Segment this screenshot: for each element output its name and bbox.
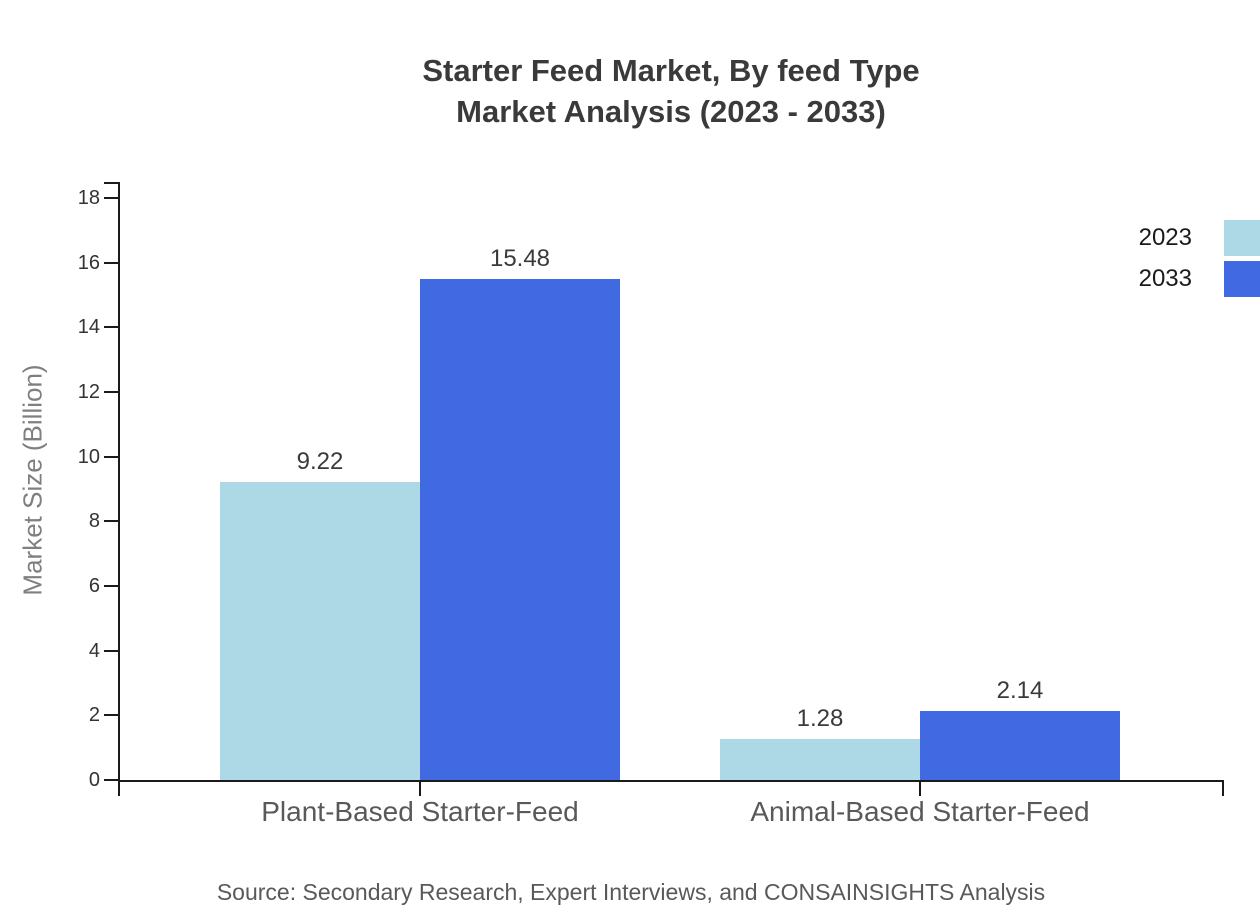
bar-value-label: 2.14 <box>996 677 1044 704</box>
bar-value-label: 15.48 <box>489 245 551 272</box>
y-axis-tick <box>104 779 118 781</box>
x-axis-line <box>118 780 1224 782</box>
y-tick-label: 18 <box>77 187 100 209</box>
y-tick-label: 10 <box>77 445 100 468</box>
y-tick-label: 2 <box>88 704 100 727</box>
y-tick-label: 14 <box>77 316 100 339</box>
bar-2033-category-0 <box>420 279 620 780</box>
y-tick-label: 4 <box>88 639 100 662</box>
y-axis-tick <box>104 455 118 458</box>
legend-label-2023: 2023 <box>1138 224 1192 251</box>
y-axis-tick <box>104 714 118 717</box>
y-axis-tick <box>104 391 118 393</box>
legend-label-2033: 2033 <box>1138 265 1192 292</box>
x-category-label: Animal-Based Starter-Feed <box>750 796 1090 827</box>
legend-swatch-2023 <box>1224 220 1260 256</box>
source-note: Source: Secondary Research, Expert Inter… <box>216 879 1046 905</box>
legend-swatch-2033 <box>1224 261 1260 297</box>
y-tick-label: 12 <box>77 381 100 403</box>
chart-title: Starter Feed Market, By feed Type Market… <box>120 50 1222 132</box>
chart-title-line2: Market Analysis (2023 - 2033) <box>456 94 886 129</box>
bar-2023-category-0 <box>220 482 420 780</box>
bar-2033-category-1 <box>920 711 1120 780</box>
bar-2023-category-1 <box>720 739 920 780</box>
x-axis-end-tick-left <box>118 782 120 796</box>
y-tick-label: 8 <box>88 510 100 533</box>
y-axis-tick <box>104 585 118 587</box>
y-tick-label: 0 <box>88 769 100 791</box>
y-tick-label: 16 <box>77 251 100 274</box>
y-axis-tick <box>104 261 118 264</box>
x-axis-tick-category-0 <box>419 782 421 796</box>
y-axis-end-cap <box>104 182 118 184</box>
y-axis-tick <box>104 520 118 523</box>
bar-value-label: 1.28 <box>796 705 844 732</box>
y-axis-tick <box>104 197 118 199</box>
bar-value-label: 9.22 <box>296 448 344 475</box>
y-tick-label: 6 <box>88 575 100 597</box>
x-category-label: Plant-Based Starter-Feed <box>261 796 579 827</box>
x-axis-end-tick-right <box>1222 782 1224 796</box>
x-axis-tick-category-1 <box>919 782 921 796</box>
y-axis-tick <box>104 326 118 329</box>
chart-title-line1: Starter Feed Market, By feed Type <box>422 53 920 88</box>
y-axis-line <box>118 182 120 780</box>
y-axis-tick <box>104 649 118 652</box>
